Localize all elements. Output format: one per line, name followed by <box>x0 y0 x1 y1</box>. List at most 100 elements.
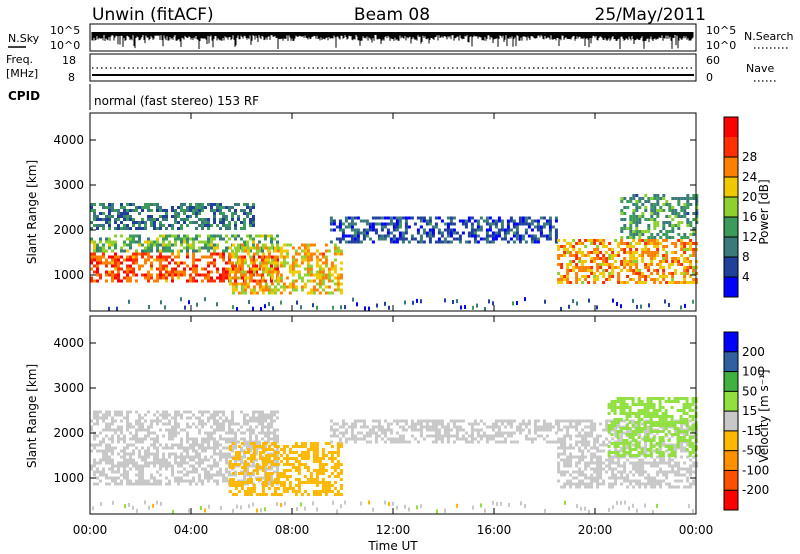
power-cell <box>512 222 516 226</box>
velocity-cell <box>285 478 289 481</box>
power-cell <box>318 282 322 286</box>
power-cell <box>605 251 609 254</box>
power-cell <box>186 206 189 209</box>
velocity-cell <box>96 410 99 414</box>
velocity-cell <box>252 442 256 445</box>
power-cell <box>581 251 585 254</box>
velocity-cell <box>321 451 325 454</box>
power-cell <box>249 218 252 221</box>
velocity-cell <box>509 422 513 426</box>
velocity-cell <box>249 449 252 453</box>
velocity-cell <box>575 455 579 459</box>
velocity-cell <box>494 440 498 444</box>
power-cell <box>593 278 597 281</box>
velocity-cell <box>431 419 435 423</box>
power-cell <box>291 285 295 289</box>
power-cell <box>195 249 198 253</box>
power-cell <box>353 228 357 232</box>
velocity-cell <box>267 457 271 460</box>
velocity-cell <box>270 413 273 417</box>
velocity-cell <box>186 449 189 453</box>
power-cell <box>168 240 171 244</box>
velocity-cell <box>569 422 573 426</box>
power-cell <box>96 273 99 277</box>
velocity-cell <box>105 473 108 477</box>
velocity-cell <box>213 443 216 447</box>
velocity-cell <box>617 464 621 468</box>
power-cell <box>123 209 126 212</box>
velocity-cell <box>243 463 247 466</box>
power-cell <box>192 243 195 247</box>
velocity-cell <box>279 484 283 487</box>
power-cell <box>312 288 316 292</box>
velocity-cell <box>575 476 579 480</box>
velocity-cell <box>249 464 252 468</box>
velocity-cell <box>249 481 253 484</box>
velocity-cell <box>156 452 159 456</box>
power-cell <box>240 227 243 230</box>
power-cell <box>111 240 114 244</box>
power-cell <box>276 258 279 262</box>
velocity-cell <box>270 416 273 420</box>
power-cell <box>644 206 648 209</box>
power-noise-cell <box>260 307 262 311</box>
power-cell <box>282 261 286 265</box>
power-cell <box>336 285 340 289</box>
power-cell <box>347 240 351 244</box>
power-cell <box>216 203 219 206</box>
velocity-cell <box>590 455 594 459</box>
velocity-cell <box>294 457 298 460</box>
velocity-cell <box>108 458 111 462</box>
power-cell <box>422 219 426 223</box>
power-cell <box>123 276 126 280</box>
power-noise-cell <box>668 303 670 307</box>
velocity-cell <box>198 461 201 465</box>
velocity-cell <box>255 419 258 423</box>
velocity-cell <box>503 440 507 444</box>
power-cell <box>518 219 522 223</box>
velocity-cell <box>632 473 636 477</box>
power-cell <box>156 267 159 271</box>
power-cell <box>617 254 621 257</box>
power-cell <box>398 222 402 226</box>
velocity-cell <box>216 413 219 417</box>
velocity-cell <box>228 440 231 444</box>
velocity-cell <box>333 466 337 469</box>
velocity-cell <box>491 434 495 438</box>
power-cell <box>198 240 201 244</box>
power-cell <box>201 221 204 224</box>
velocity-cell <box>177 446 180 450</box>
velocity-cell <box>102 419 105 423</box>
velocity-cell <box>330 457 334 460</box>
power-cell <box>653 206 657 209</box>
power-cell <box>165 255 168 259</box>
velocity-cell <box>330 451 334 454</box>
velocity-cell <box>500 434 504 438</box>
power-cell <box>683 248 687 251</box>
velocity-cell <box>464 440 468 444</box>
power-cell <box>231 264 234 268</box>
velocity-cell <box>135 461 138 465</box>
power-cell <box>246 249 250 253</box>
power-cell <box>111 249 114 253</box>
power-cell <box>653 254 657 257</box>
velocity-cell <box>560 440 564 444</box>
velocity-cell <box>656 455 660 459</box>
power-cell <box>261 288 265 292</box>
power-cell <box>303 258 307 262</box>
power-cell <box>533 240 537 244</box>
velocity-cell <box>329 425 333 429</box>
power-cell <box>96 258 99 262</box>
power-cell <box>497 219 501 223</box>
power-cell <box>530 219 534 223</box>
power-cell <box>270 279 273 283</box>
velocity-cell <box>467 422 471 426</box>
velocity-cell <box>605 458 609 462</box>
velocity-cell <box>261 487 265 490</box>
velocity-cell <box>210 425 213 429</box>
velocity-cell <box>321 472 325 475</box>
power-cell <box>240 243 244 247</box>
velocity-cell <box>141 479 144 483</box>
power-cell <box>222 249 225 253</box>
power-cell <box>123 224 126 227</box>
